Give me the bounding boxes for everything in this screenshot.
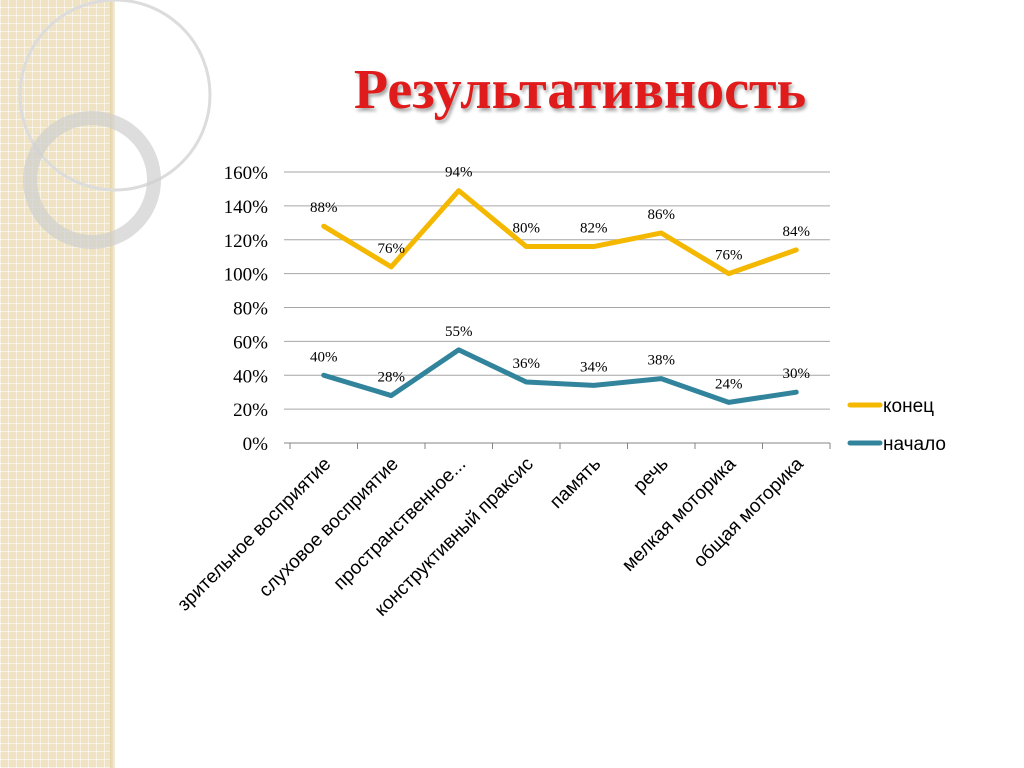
chart-series: 88% 76% 94% 80% 82% 86% 76% 84% 40% 28% 55% 36% 34% 3…	[310, 165, 811, 405]
y-tick-label: 120%	[224, 231, 269, 252]
y-tick-label: 0%	[243, 434, 269, 455]
data-label: 38%	[648, 353, 676, 369]
sidebar-edge	[110, 0, 115, 768]
y-tick-label: 100%	[224, 265, 269, 286]
data-label: 55%	[445, 324, 473, 340]
legend-label: начало	[883, 434, 946, 455]
data-label: 24%	[715, 376, 743, 392]
series-line-konec	[321, 188, 799, 277]
data-label: 36%	[513, 356, 541, 372]
y-tick-label: 140%	[224, 197, 269, 218]
y-tick-label: 60%	[233, 332, 268, 353]
data-label: 88%	[310, 200, 338, 216]
y-tick-label: 20%	[233, 400, 268, 421]
y-tick-label: 40%	[233, 366, 268, 387]
x-category-label: речь	[629, 454, 672, 497]
y-tick-label: 160%	[224, 163, 269, 184]
chart-legend: конец начало	[847, 396, 946, 455]
x-category-label: память	[546, 454, 605, 513]
data-label: 80%	[513, 221, 541, 237]
decorative-circles	[18, 0, 212, 249]
data-label: 76%	[378, 241, 406, 257]
data-label: 28%	[378, 370, 406, 386]
legend-label: конец	[883, 396, 934, 417]
deco-circle-large	[18, 0, 212, 192]
data-label: 76%	[715, 248, 743, 264]
series-line-nachalo	[321, 347, 799, 405]
data-label: 34%	[580, 359, 608, 375]
data-label: 40%	[310, 349, 338, 365]
deco-circle-ring	[23, 111, 161, 249]
data-label: 30%	[783, 366, 811, 382]
data-label: 82%	[580, 221, 608, 237]
y-tick-label: 80%	[233, 299, 268, 320]
x-category-label: пространственное...	[330, 454, 471, 595]
data-label: 86%	[648, 207, 676, 223]
slide-title: Результативность	[353, 59, 807, 121]
chart-grid	[284, 171, 830, 444]
y-axis: 0% 20% 40% 60% 80% 100% 120% 140% 160%	[224, 163, 269, 455]
data-label: 84%	[783, 224, 811, 240]
data-label: 94%	[445, 165, 473, 181]
x-category-label: мелкая моторика	[618, 453, 740, 575]
